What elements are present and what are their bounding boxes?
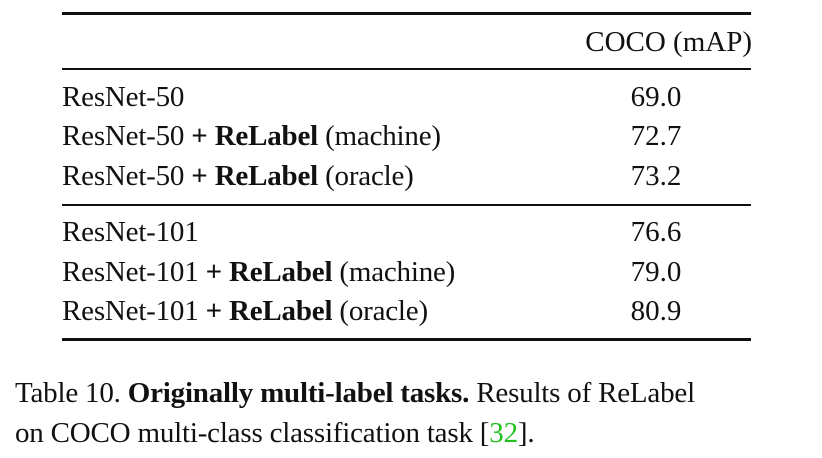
method-name: ReLabel — [214, 120, 319, 152]
method-name: ReLabel — [214, 160, 319, 192]
row-value: 69.0 — [630, 81, 682, 113]
top-rule — [62, 12, 751, 15]
method-name: ReLabel — [228, 256, 333, 288]
row-label: ResNet-50 + ReLabel (oracle) — [62, 160, 414, 192]
row-label: ResNet-50 — [62, 81, 185, 113]
row-label: ResNet-101 + ReLabel (oracle) — [62, 295, 428, 327]
group-separator-rule — [62, 204, 751, 206]
header-rule — [62, 68, 751, 70]
row-value: 76.6 — [630, 216, 682, 248]
row-label: ResNet-101 — [62, 216, 199, 248]
method-name: ReLabel — [228, 295, 333, 327]
table-caption: Table 10. Originally multi-label tasks. … — [15, 377, 695, 449]
caption-title: Originally multi-label tasks. — [127, 377, 470, 409]
row-label: ResNet-101 + ReLabel (machine) — [62, 256, 456, 288]
row-value: 80.9 — [630, 295, 682, 327]
row-value: 73.2 — [630, 160, 682, 192]
row-value: 79.0 — [630, 256, 682, 288]
caption-label: Table 10. — [15, 377, 121, 409]
bottom-rule — [62, 338, 751, 341]
citation-link[interactable]: 32 — [489, 417, 518, 449]
row-value: 72.7 — [630, 120, 682, 152]
column-header-coco-map: COCO (mAP) — [585, 26, 752, 58]
row-label: ResNet-50 + ReLabel (machine) — [62, 120, 441, 152]
